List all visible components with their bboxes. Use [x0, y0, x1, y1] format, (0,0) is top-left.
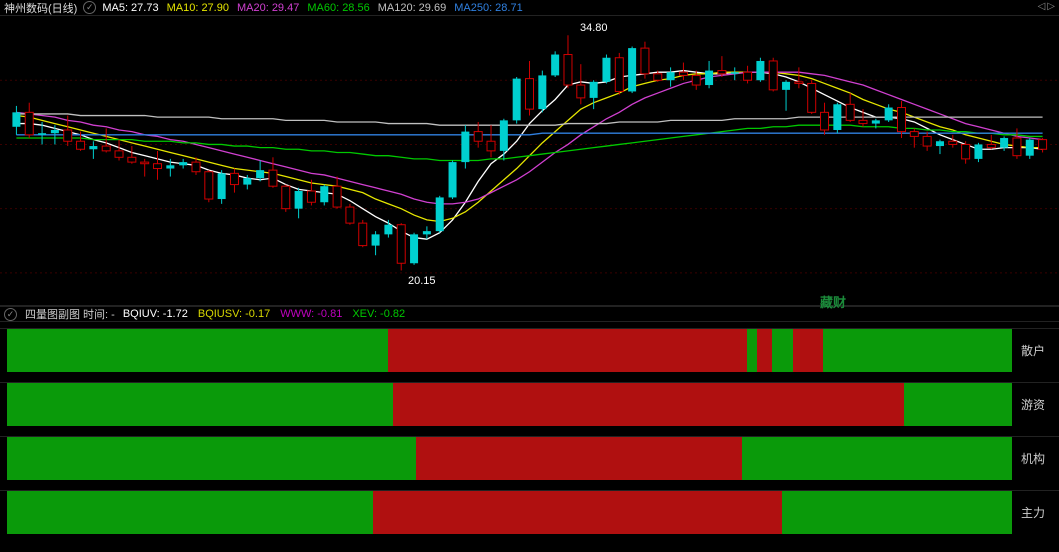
indicator-bar-row: 机构 — [0, 436, 1059, 480]
bar-segment — [7, 437, 416, 480]
ma-legend-item: MA60: 28.56 — [307, 2, 369, 14]
bar-segment — [7, 329, 388, 372]
indicator-bar-row: 散户 — [0, 328, 1059, 372]
indicator-bar-row: 游资 — [0, 382, 1059, 426]
indicator-bar-track[interactable] — [4, 491, 1015, 534]
bar-segment — [7, 491, 373, 534]
indicator-bar-label: 主力 — [1019, 491, 1059, 534]
ma-legend-item: MA5: 27.73 — [102, 2, 158, 14]
nav-prev-icon[interactable]: ◁ — [1038, 1, 1046, 12]
indicator-title: 四量图副图 时间: - — [25, 306, 115, 322]
indicator-bars: 散户游资机构主力 — [0, 328, 1059, 534]
indicator-bar-row: 主力 — [0, 490, 1059, 534]
bar-segment — [747, 329, 757, 372]
indicator-legend-item: BQIUV: -1.72 — [123, 308, 188, 320]
bar-segment — [772, 329, 792, 372]
stock-name: 神州数码(日线) — [4, 0, 77, 16]
ma-legend-item: MA250: 28.71 — [454, 2, 523, 14]
ma-legend-item: MA10: 27.90 — [167, 2, 229, 14]
ma-legend-item: MA120: 29.69 — [378, 2, 447, 14]
bar-segment — [757, 329, 772, 372]
indicator-bar-track[interactable] — [4, 437, 1015, 480]
nav-next-icon[interactable]: ▷ — [1047, 1, 1055, 12]
bar-segment — [416, 437, 742, 480]
bar-segment — [388, 329, 747, 372]
indicator-legend-item: BQIUSV: -0.17 — [198, 308, 270, 320]
indicator-legend-item: WWW: -0.81 — [280, 308, 342, 320]
ma-legend: MA5: 27.73 MA10: 27.90 MA20: 29.47 MA60: 28… — [102, 2, 530, 14]
indicator-bar-track[interactable] — [4, 329, 1015, 372]
indicator-bar-label: 机构 — [1019, 437, 1059, 480]
indicator-bar-track[interactable] — [4, 383, 1015, 426]
bar-segment — [373, 491, 782, 534]
price-chart[interactable]: 34.8020.15藏财 — [0, 16, 1059, 306]
check-badge-icon[interactable]: ✓ — [83, 1, 96, 14]
nav-arrows: ◁ ▷ — [1038, 1, 1055, 12]
bar-segment — [823, 329, 1012, 372]
price-chart-svg — [0, 16, 1059, 305]
indicator-bar-label: 散户 — [1019, 329, 1059, 372]
bar-segment — [782, 491, 1011, 534]
bar-segment — [904, 383, 1012, 426]
indicator-bar-label: 游资 — [1019, 383, 1059, 426]
bar-segment — [7, 383, 393, 426]
chart-header: 神州数码(日线) ✓ MA5: 27.73 MA10: 27.90 MA20: 29… — [0, 0, 1059, 16]
indicator-header: ✓ 四量图副图 时间: - BQIUV: -1.72 BQIUSV: -0.17 W… — [0, 306, 1059, 322]
bar-segment — [742, 437, 1012, 480]
indicator-legend-item: XEV: -0.82 — [352, 308, 405, 320]
bar-segment — [793, 329, 823, 372]
check-badge-icon[interactable]: ✓ — [4, 308, 17, 321]
ma-legend-item: MA20: 29.47 — [237, 2, 299, 14]
indicator-legend: BQIUV: -1.72 BQIUSV: -0.17 WWW: -0.81 XEV: … — [123, 308, 415, 320]
bar-segment — [393, 383, 904, 426]
